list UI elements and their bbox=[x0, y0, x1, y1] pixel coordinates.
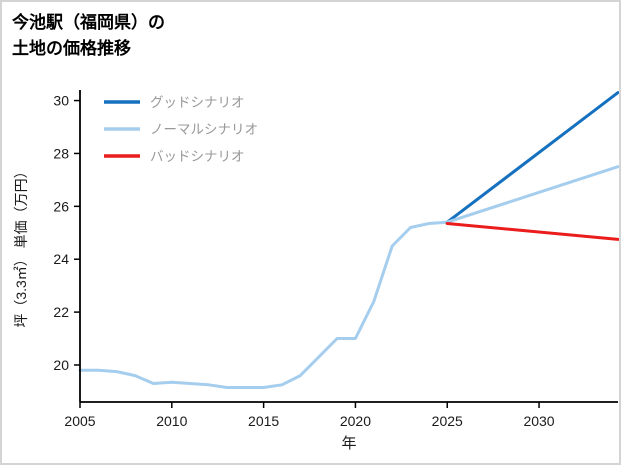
y-tick-label: 20 bbox=[53, 357, 69, 373]
x-tick-label: 2005 bbox=[64, 413, 95, 429]
x-tick-label: 2010 bbox=[156, 413, 187, 429]
legend-label-2: バッドシナリオ bbox=[150, 149, 245, 164]
history-line bbox=[78, 220, 449, 389]
y-axis-label: 坪（3.3㎡） 単価（万円） bbox=[13, 164, 29, 327]
x-tick-label: 2020 bbox=[340, 413, 371, 429]
legend-label-1: ノーマルシナリオ bbox=[150, 122, 258, 137]
y-tick-label: 22 bbox=[53, 304, 69, 320]
x-tick-label: 2015 bbox=[248, 413, 279, 429]
x-axis-label: 年 bbox=[341, 435, 356, 452]
y-tick-label: 28 bbox=[53, 145, 69, 161]
series-line-1 bbox=[445, 165, 619, 224]
series-line-2 bbox=[445, 222, 619, 241]
x-tick-label: 2025 bbox=[432, 413, 463, 429]
chart-title-line2: 土地の価格推移 bbox=[12, 38, 131, 58]
x-tick-label: 2030 bbox=[523, 413, 554, 429]
series-line-0 bbox=[445, 91, 619, 224]
chart-title: 今池駅（福岡県）の 土地の価格推移 bbox=[12, 10, 165, 61]
y-tick-label: 26 bbox=[53, 198, 69, 214]
y-tick-label: 24 bbox=[53, 251, 69, 267]
y-tick-label: 30 bbox=[53, 93, 69, 109]
legend-label-0: グッドシナリオ bbox=[150, 95, 245, 110]
chart-title-line1: 今池駅（福岡県）の bbox=[12, 13, 165, 32]
